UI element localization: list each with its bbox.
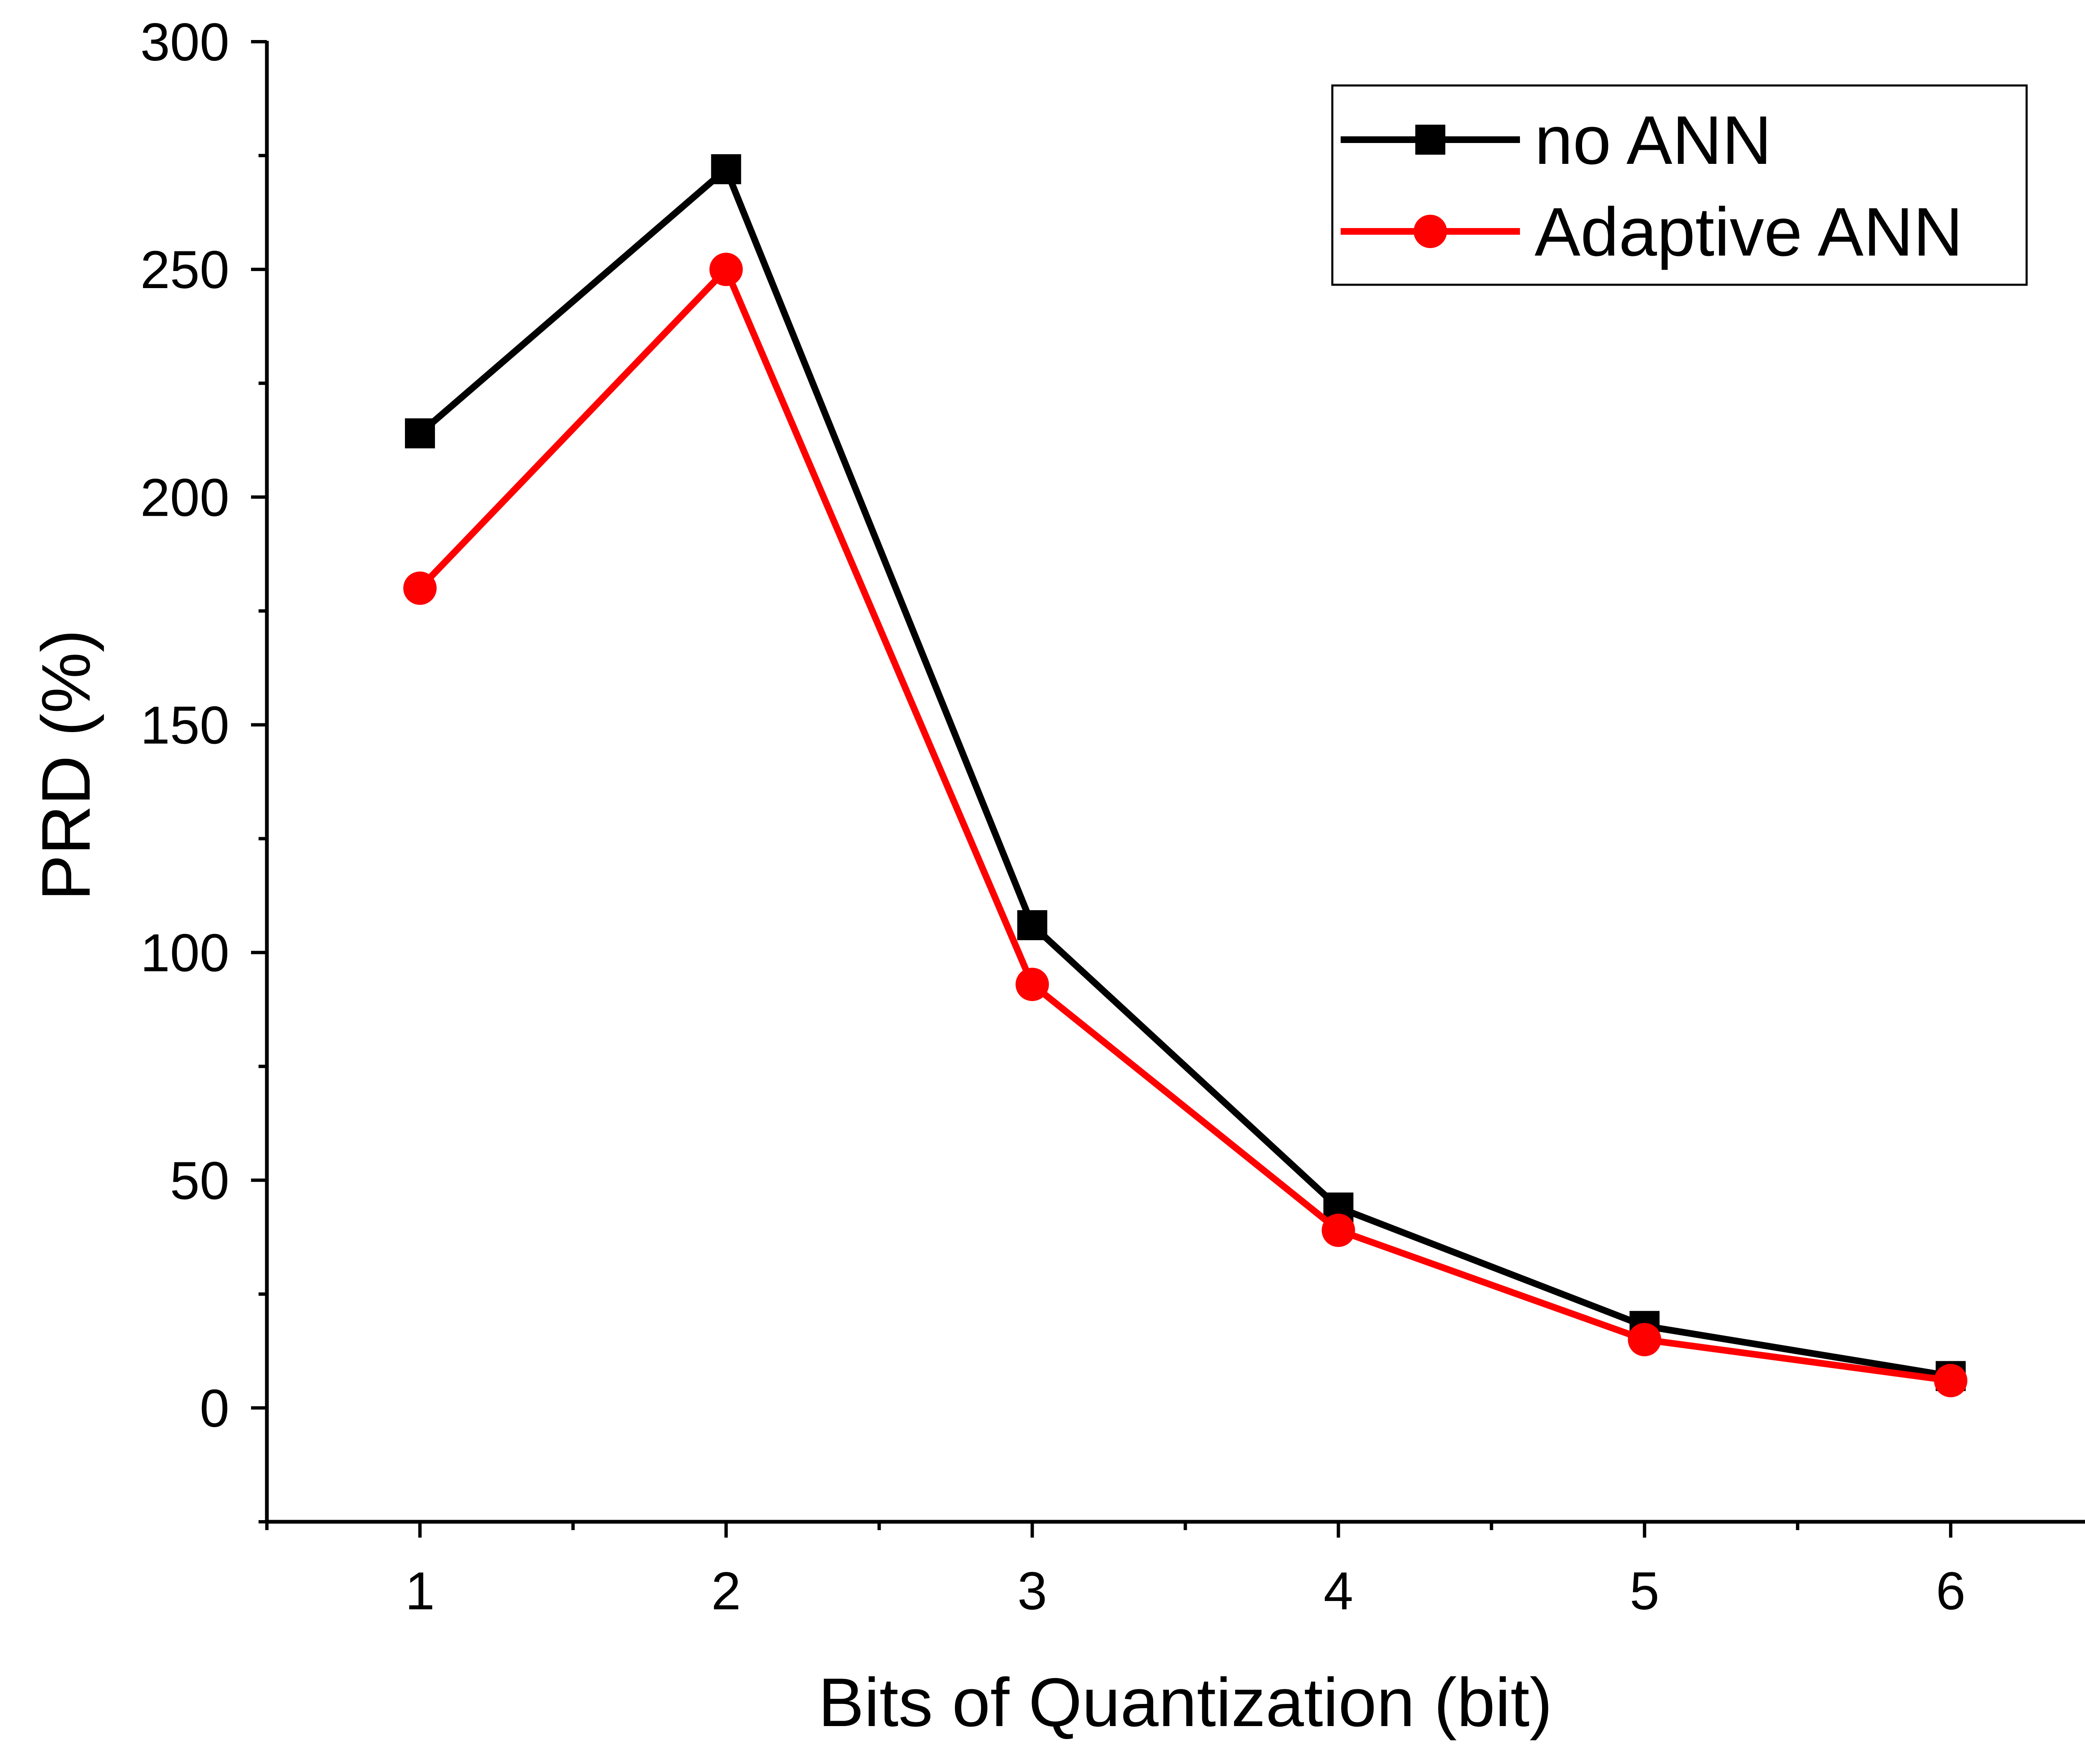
series-adaptive-ann [403, 253, 1967, 1398]
data-point [709, 253, 743, 286]
x-tick-label: 4 [1324, 1561, 1353, 1621]
y-tick-label: 0 [200, 1379, 229, 1438]
legend: no ANN Adaptive ANN [1331, 84, 2028, 286]
data-point [1017, 910, 1048, 941]
y-tick-label: 250 [140, 240, 229, 300]
data-point [403, 571, 437, 605]
x-tick-label: 5 [1630, 1561, 1659, 1621]
y-tick-label: 50 [170, 1151, 229, 1211]
x-tick-label: 1 [405, 1561, 435, 1621]
y-tick-label: 200 [140, 468, 229, 527]
axes: 0 50 100 150 200 250 300 1 2 3 4 5 6 [140, 13, 2085, 1621]
y-axis-title: PRD (%) [28, 630, 104, 901]
y-tick-label: 300 [140, 13, 229, 72]
series-no-ann [405, 154, 1966, 1391]
data-point [1015, 968, 1049, 1001]
x-tick-label: 2 [711, 1561, 741, 1621]
y-tick-label: 150 [140, 695, 229, 755]
legend-box [1331, 84, 2028, 286]
data-point [1628, 1323, 1661, 1357]
legend-label: no ANN [1535, 102, 1772, 178]
legend-label: Adaptive ANN [1535, 193, 1963, 270]
series-line [417, 163, 1952, 1380]
legend-marker [1415, 125, 1445, 155]
y-tick-label: 100 [140, 923, 229, 983]
series-line [417, 263, 1951, 1384]
data-point [405, 418, 435, 449]
x-axis-title: Bits of Quantization (bit) [818, 1664, 1552, 1741]
data-point [1321, 1213, 1355, 1247]
legend-marker [1414, 215, 1447, 248]
data-point [711, 154, 741, 184]
series-layer [403, 154, 1967, 1398]
x-tick-label: 6 [1936, 1561, 1965, 1621]
x-tick-label: 3 [1017, 1561, 1047, 1621]
data-point [1934, 1364, 1967, 1398]
